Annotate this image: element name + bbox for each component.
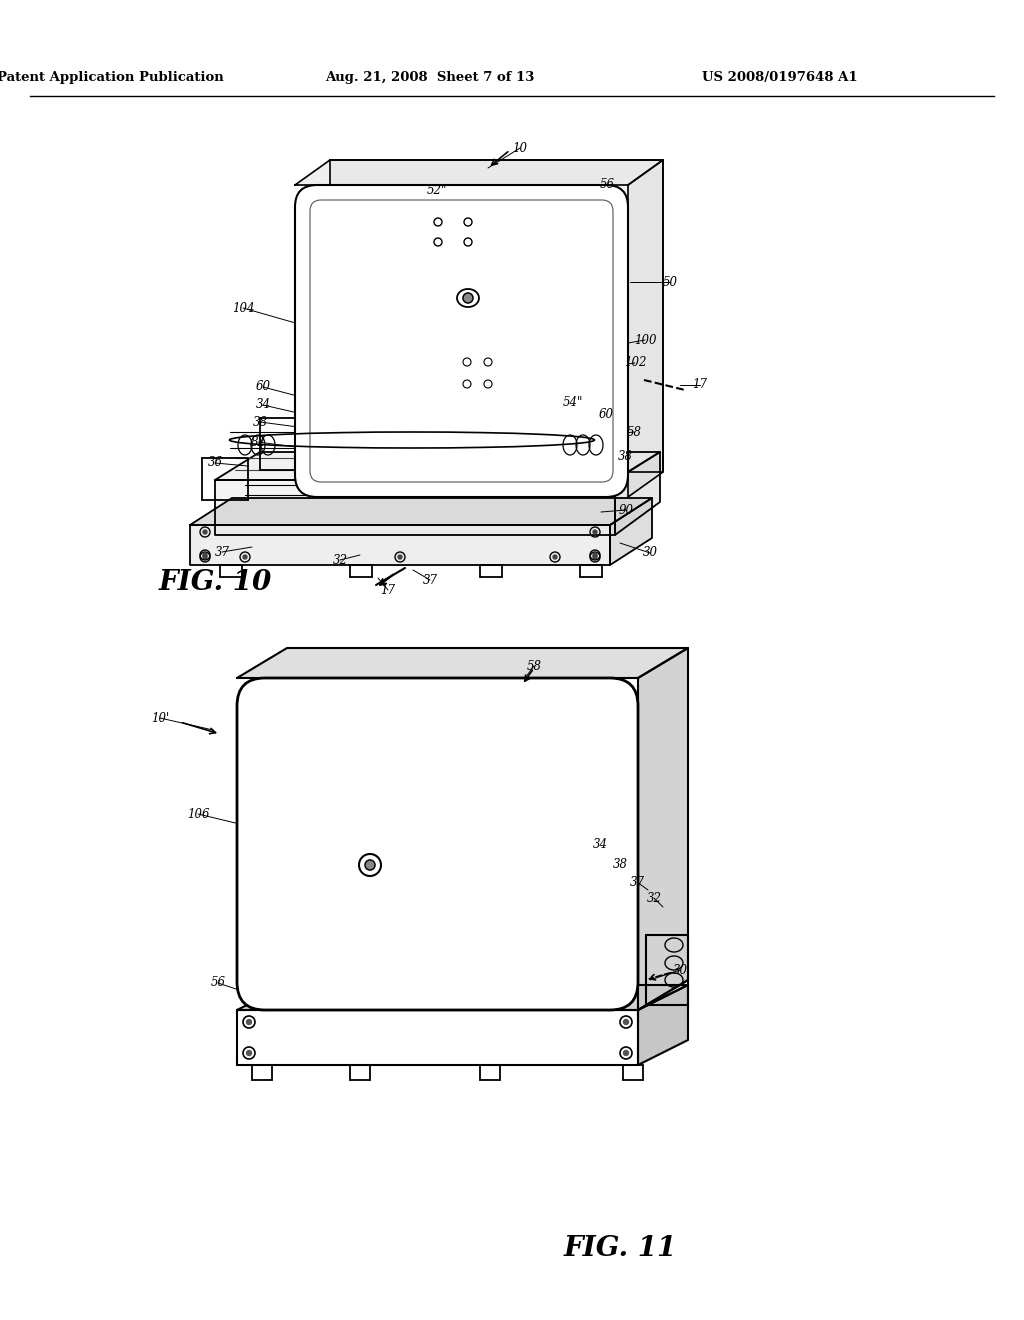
Polygon shape (638, 985, 688, 1065)
Text: 60: 60 (256, 380, 270, 393)
Text: 17: 17 (381, 583, 395, 597)
Polygon shape (190, 498, 652, 525)
Text: 60: 60 (598, 408, 613, 421)
Text: 10: 10 (512, 141, 527, 154)
Text: 37: 37 (214, 545, 229, 558)
Text: 102: 102 (624, 356, 646, 370)
Text: 34: 34 (256, 399, 270, 412)
Text: 10': 10' (151, 711, 169, 725)
Polygon shape (628, 160, 663, 498)
Circle shape (593, 554, 597, 558)
Text: 50: 50 (663, 276, 678, 289)
Text: 56: 56 (599, 178, 614, 191)
Circle shape (593, 531, 597, 535)
Polygon shape (615, 451, 660, 535)
Circle shape (203, 554, 207, 558)
Circle shape (203, 553, 207, 557)
Text: 100: 100 (634, 334, 656, 346)
Text: Patent Application Publication: Patent Application Publication (0, 71, 223, 84)
Text: 32: 32 (646, 891, 662, 904)
Circle shape (398, 554, 402, 558)
Text: 90: 90 (618, 503, 634, 516)
Polygon shape (237, 648, 688, 678)
Text: Aug. 21, 2008  Sheet 7 of 13: Aug. 21, 2008 Sheet 7 of 13 (326, 71, 535, 84)
Polygon shape (215, 451, 660, 480)
Text: 52": 52" (427, 183, 447, 197)
Circle shape (203, 531, 207, 535)
Polygon shape (237, 985, 688, 1010)
Text: 32: 32 (333, 553, 347, 566)
Text: 30: 30 (673, 964, 687, 977)
Polygon shape (330, 160, 663, 473)
Text: 37: 37 (630, 875, 644, 888)
FancyBboxPatch shape (310, 201, 613, 482)
Text: 38: 38 (612, 858, 628, 871)
Circle shape (624, 1019, 629, 1024)
Text: 104: 104 (231, 301, 254, 314)
Polygon shape (190, 525, 610, 565)
Circle shape (593, 553, 597, 557)
Polygon shape (215, 480, 615, 535)
Text: 36: 36 (208, 457, 222, 470)
Circle shape (247, 1019, 252, 1024)
Circle shape (243, 554, 247, 558)
Text: US 2008/0197648 A1: US 2008/0197648 A1 (702, 71, 858, 84)
FancyBboxPatch shape (237, 678, 638, 1010)
Text: 56: 56 (211, 977, 225, 990)
Polygon shape (610, 498, 652, 565)
Text: 58: 58 (627, 425, 641, 438)
Text: 38: 38 (253, 416, 267, 429)
Circle shape (553, 554, 557, 558)
Text: 38: 38 (617, 450, 633, 462)
Circle shape (463, 293, 473, 304)
Polygon shape (638, 648, 688, 1010)
Polygon shape (295, 160, 663, 185)
Text: FIG. 10: FIG. 10 (159, 569, 271, 597)
Text: 30: 30 (642, 546, 657, 560)
Text: FIG. 11: FIG. 11 (563, 1234, 677, 1262)
FancyBboxPatch shape (295, 185, 628, 498)
Text: 58: 58 (526, 660, 542, 672)
Circle shape (365, 861, 375, 870)
Text: 37: 37 (423, 573, 437, 586)
Text: 54": 54" (563, 396, 584, 408)
Text: 82: 82 (251, 436, 265, 449)
Circle shape (247, 1051, 252, 1056)
Circle shape (624, 1051, 629, 1056)
Text: 34: 34 (593, 838, 607, 851)
Text: 106: 106 (186, 808, 209, 821)
Text: 17: 17 (692, 379, 708, 392)
